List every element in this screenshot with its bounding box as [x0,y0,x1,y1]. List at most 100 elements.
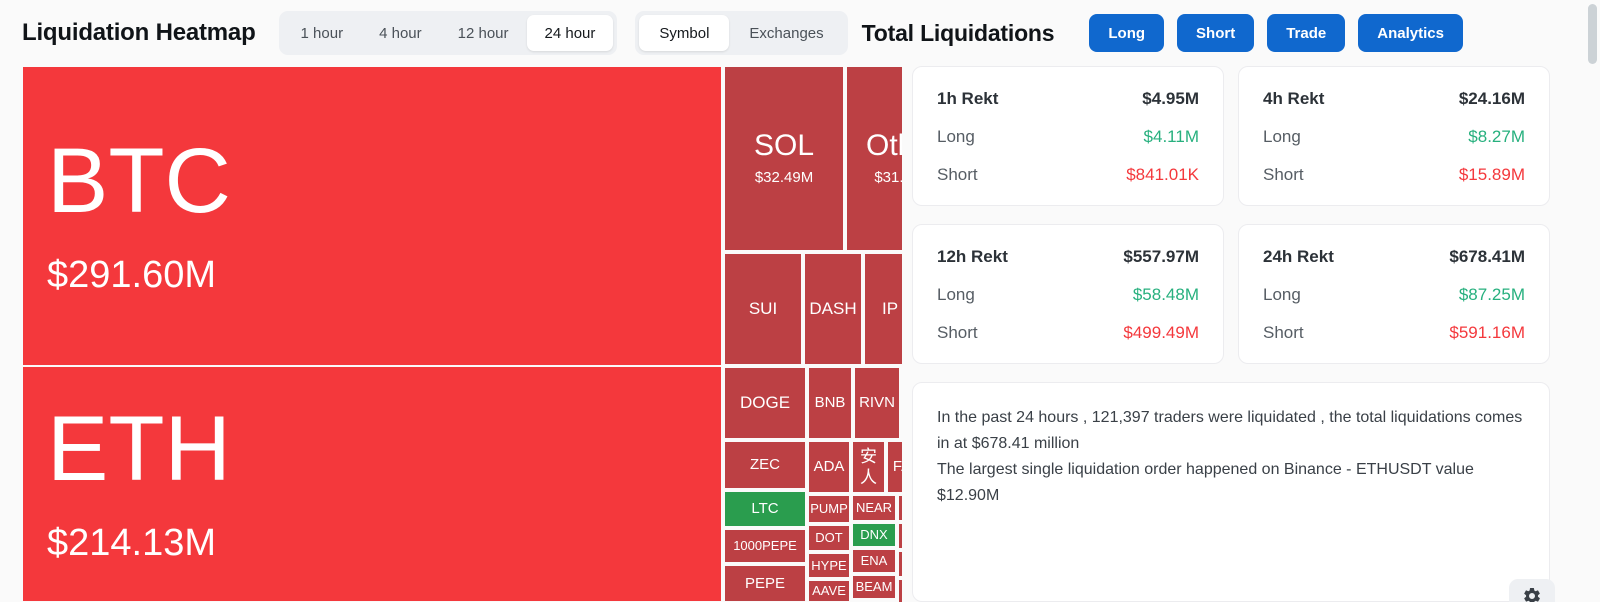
summary-line-2: The largest single liquidation order hap… [937,460,1474,504]
timeframe-1-hour[interactable]: 1 hour [283,15,362,51]
summary-card: In the past 24 hours , 121,397 traders w… [912,382,1555,602]
stat-card-4h[interactable]: 4h Rekt $24.16M Long $8.27M Short $15.89… [1238,66,1550,206]
page-scrollbar-track[interactable] [1585,0,1600,602]
treemap-tile-doge[interactable]: DOGE [724,367,806,439]
tile-symbol: DOGE [739,393,791,413]
long-button[interactable]: Long [1089,14,1165,52]
stat-period-label: 1h Rekt [937,89,999,108]
tile-symbol: BEAM [855,579,893,595]
tile-symbol: ZEC [750,456,780,474]
stat-long-label: Long [1263,127,1301,146]
stats-panel: 1h Rekt $4.95M Long $4.11M Short $841.01… [912,66,1572,602]
treemap-tile-sui[interactable]: SUI [724,253,802,365]
treemap-tile-zec[interactable]: ZEC [724,441,806,489]
tile-value: $214.13M [47,522,217,565]
stat-short-row: Short $841.01K [937,165,1199,185]
stat-short-label: Short [1263,165,1304,184]
stat-total-row: 24h Rekt $678.41M [1263,247,1525,267]
treemap-tile-sol[interactable]: SOL $32.49M [724,66,844,251]
short-button[interactable]: Short [1177,14,1255,52]
treemap-tile-pepe[interactable]: PEPE [724,565,806,602]
stat-short-value: $499.49M [1123,323,1199,342]
stat-total-value: $557.97M [1123,247,1199,266]
treemap-tile-f[interactable]: F [898,551,902,577]
stat-long-row: Long $87.25M [1263,285,1525,305]
treemap-tile-btc[interactable]: BTC $291.60M [22,66,722,366]
trade-button[interactable]: Trade [1267,14,1346,52]
timeframe-12-hour[interactable]: 12 hour [440,15,527,51]
tile-symbol: ETH [47,397,231,500]
treemap-tile-c[interactable]: C [898,495,902,521]
tile-symbol: 1000PEPE [733,538,797,554]
treemap-tile-bnb[interactable]: BNB [808,367,852,439]
treemap-tile-eth[interactable]: ETH $214.13M [22,366,722,602]
tile-symbol: SUI [748,299,778,319]
stat-card-1h[interactable]: 1h Rekt $4.95M Long $4.11M Short $841.01… [912,66,1224,206]
tile-symbol: DNX [860,527,888,543]
tile-value: $31.51M [874,168,902,186]
liquidation-treemap[interactable]: BTC $291.60M ETH $214.13M SOL $32.49M Other $31… [22,66,902,602]
treemap-tile-t[interactable]: T [898,523,902,549]
stat-total-value: $678.41M [1449,247,1525,266]
treemap-tile-pump[interactable]: PUMP [808,495,850,523]
tile-symbol: AAVE [812,583,846,599]
tile-symbol: DASH [809,299,857,319]
stat-long-label: Long [1263,285,1301,304]
settings-button[interactable] [1509,579,1555,602]
tile-value: $291.60M [47,254,217,297]
stat-card-24h[interactable]: 24h Rekt $678.41M Long $87.25M Short $59… [1238,224,1550,364]
tile-symbol: DOT [815,530,843,546]
tile-symbol: Other [865,129,902,163]
page-scrollbar-thumb[interactable] [1588,4,1597,64]
stat-short-label: Short [937,165,978,184]
treemap-tile-1000pepe[interactable]: 1000PEPE [724,529,806,563]
treemap-tile-ltc[interactable]: LTC [724,491,806,527]
treemap-tile-ada[interactable]: ADA [808,441,850,493]
treemap-tile-other[interactable]: Other $31.51M [846,66,902,251]
mode-exchanges[interactable]: Exchanges [729,15,843,51]
treemap-tile--[interactable]: 安人 [852,441,885,493]
treemap-tile-r[interactable]: R [898,579,902,602]
stat-total-value: $24.16M [1458,89,1525,108]
tile-symbol: PEPE [744,574,786,592]
stat-long-value: $58.48M [1132,285,1199,304]
stat-total-row: 1h Rekt $4.95M [937,89,1199,109]
stat-long-row: Long $4.11M [937,127,1199,147]
treemap-tile-near[interactable]: NEAR [852,495,896,521]
treemap-tile-fa[interactable]: FA [887,441,902,493]
stat-long-label: Long [937,127,975,146]
timeframe-selector: 1 hour 4 hour 12 hour 24 hour [278,11,618,55]
stat-period-label: 12h Rekt [937,247,1008,266]
treemap-tile-ip[interactable]: IP [864,253,902,365]
total-liquidations-title: Total Liquidations [861,19,1055,46]
treemap-tile-rivn[interactable]: RIVN [854,367,900,439]
tile-symbol: 安人 [860,446,877,487]
treemap-tile-ena[interactable]: ENA [852,549,896,573]
stat-card-12h[interactable]: 12h Rekt $557.97M Long $58.48M Short $49… [912,224,1224,364]
tile-symbol: PUMP [810,501,848,517]
treemap-tile-dot[interactable]: DOT [808,525,850,551]
summary-line-1: In the past 24 hours , 121,397 traders w… [937,409,1523,452]
stat-short-value: $841.01K [1126,165,1199,184]
gear-icon [1522,586,1542,602]
tile-symbol: FA [892,458,902,476]
stat-short-value: $591.16M [1449,323,1525,342]
analytics-button[interactable]: Analytics [1358,14,1463,52]
treemap-tile-dnx[interactable]: DNX [852,523,896,547]
treemap-tile-aave[interactable]: AAVE [808,580,850,602]
stat-short-label: Short [937,323,978,342]
stat-short-row: Short $591.16M [1263,323,1525,343]
tile-value: $32.49M [754,168,814,186]
timeframe-24-hour[interactable]: 24 hour [526,15,614,51]
treemap-tile-hype[interactable]: HYPE [808,553,850,578]
stat-short-row: Short $499.49M [937,323,1199,343]
treemap-tile-beam[interactable]: BEAM [852,575,896,599]
action-button-group: Long Short Trade Analytics [1089,14,1463,52]
timeframe-4-hour[interactable]: 4 hour [361,15,440,51]
tile-symbol: IP [881,299,899,319]
treemap-tile-dash[interactable]: DASH [804,253,862,365]
mode-symbol[interactable]: Symbol [639,15,730,51]
stat-row-top: 1h Rekt $4.95M Long $4.11M Short $841.01… [912,66,1550,206]
stat-row-bottom: 12h Rekt $557.97M Long $58.48M Short $49… [912,224,1550,364]
